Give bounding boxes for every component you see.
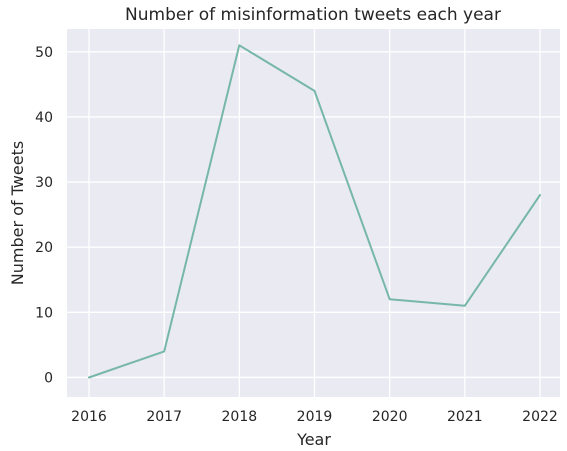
x-tick-label: 2018 (222, 409, 258, 425)
x-tick-labels: 2016 2017 2018 2019 2020 2021 2022 (71, 409, 558, 425)
x-tick-label: 2017 (146, 409, 182, 425)
y-tick-label: 50 (35, 45, 53, 61)
x-tick-label: 2022 (522, 409, 558, 425)
y-tick-label: 10 (35, 305, 53, 321)
y-tick-label: 30 (35, 175, 53, 191)
y-tick-label: 20 (35, 240, 53, 256)
y-tick-labels: 0 10 20 30 40 50 (35, 45, 53, 387)
series-layer (88, 44, 541, 379)
y-tick-label: 0 (44, 370, 53, 386)
series-line (88, 44, 541, 379)
y-axis-label: Number of Tweets (8, 141, 27, 285)
x-tick-label: 2020 (372, 409, 408, 425)
x-axis-label: Year (296, 430, 331, 449)
x-tick-label: 2016 (71, 409, 107, 425)
plot-area (67, 29, 560, 397)
x-tick-label: 2021 (447, 409, 483, 425)
x-tick-label: 2019 (297, 409, 333, 425)
chart-title: Number of misinformation tweets each yea… (125, 5, 501, 25)
y-tick-label: 40 (35, 110, 53, 126)
grid-lines (67, 29, 560, 397)
